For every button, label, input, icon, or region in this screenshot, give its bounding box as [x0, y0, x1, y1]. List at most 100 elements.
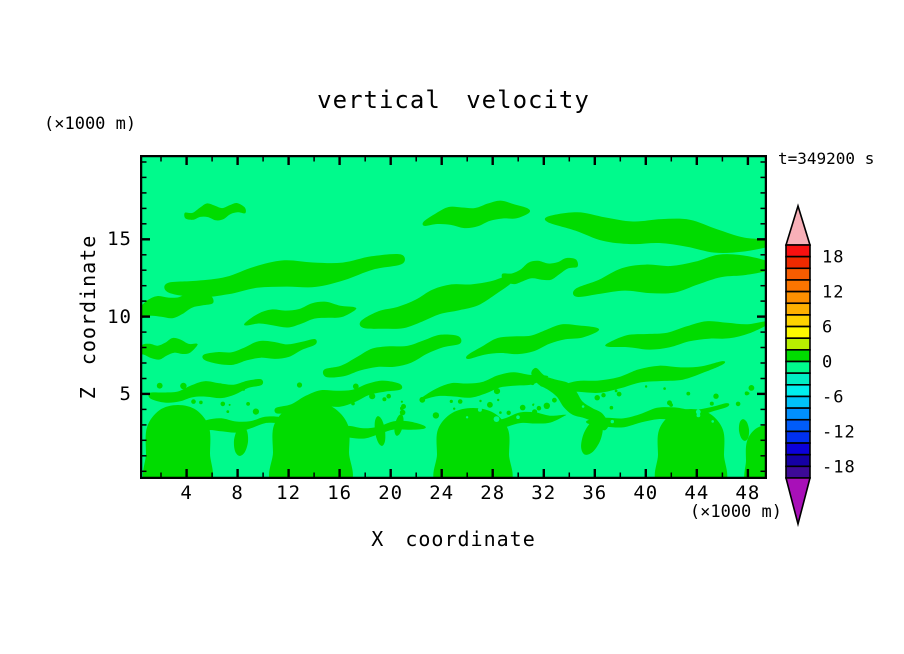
contour-speckle	[400, 400, 403, 403]
contour-speckle	[252, 408, 259, 415]
contour-speckle	[432, 412, 440, 419]
contour-speckle	[181, 396, 185, 401]
contour-speckle-hole	[696, 413, 701, 418]
contour-speckle	[581, 386, 585, 389]
contour-speckle	[217, 383, 223, 389]
contour-speckle	[190, 410, 194, 414]
x-tick-label: 20	[378, 482, 404, 504]
contour-streak	[422, 200, 531, 229]
contour-speckle	[644, 385, 648, 388]
contour-teardrop	[581, 419, 603, 455]
contour-teardrop	[394, 414, 404, 436]
x-tick-label: 32	[531, 482, 557, 504]
colorbar-label: 18	[822, 248, 844, 268]
contour-teardrop	[233, 426, 249, 456]
contour-dome	[744, 425, 766, 478]
contour-speckle	[605, 381, 610, 386]
contour-streak	[605, 321, 766, 350]
colorbar-cell	[785, 314, 811, 328]
contour-speckle-hole	[726, 408, 731, 413]
contour-speckle	[710, 416, 713, 419]
contour-speckle-hole	[610, 419, 614, 424]
contour-speckle	[293, 405, 298, 409]
colorbar-cell	[785, 302, 811, 316]
contour-speckle	[156, 382, 163, 389]
contour-speckle	[333, 400, 336, 402]
y-tick-label: 5	[119, 382, 132, 405]
contour-speckle	[281, 406, 285, 410]
colorbar-label: -12	[822, 422, 856, 442]
colorbar-label: 12	[822, 283, 844, 303]
contour-streak	[244, 301, 357, 328]
contour-speckle-hole	[477, 407, 482, 412]
y-tick-label: 10	[107, 305, 132, 328]
contour-streak	[572, 254, 766, 297]
contour-speckle	[735, 401, 741, 407]
contour-speckle	[400, 406, 404, 411]
contour-dome	[654, 409, 728, 478]
contour-speckle	[246, 402, 250, 406]
contour-speckle-hole	[711, 420, 714, 423]
y-axis-unit-label: (×1000 m)	[44, 114, 137, 134]
contour-speckle	[497, 398, 500, 402]
plot-border	[140, 155, 767, 479]
colorbar-cell	[785, 418, 811, 433]
contour-streak	[202, 338, 317, 365]
contour-speckle	[499, 411, 502, 414]
colorbar-cell	[785, 395, 811, 409]
colorbar-cell	[785, 465, 811, 479]
contour-speckle-hole	[533, 404, 537, 407]
colorbar-cell	[785, 244, 811, 258]
contour-speckle	[744, 391, 749, 396]
contour-speckle-hole	[394, 405, 397, 409]
contour-speckle	[241, 387, 245, 391]
contour-speckle	[399, 409, 406, 416]
contour-speckle	[457, 399, 463, 404]
contour-teardrop	[738, 419, 750, 441]
colorbar-cell	[785, 360, 811, 374]
colorbar-cell	[785, 279, 811, 293]
contour-speckle	[667, 409, 671, 414]
contour-speckle	[490, 404, 493, 407]
contour-speckle	[601, 393, 606, 398]
contour-speckle	[444, 385, 451, 392]
contour-speckle	[382, 397, 387, 402]
colorbar-cell	[785, 384, 811, 398]
colorbar-cell	[785, 325, 811, 340]
contour-speckle	[546, 383, 550, 388]
page-title: vertical velocity	[317, 86, 590, 114]
colorbar-cell	[785, 442, 811, 456]
contour-speckle	[709, 401, 714, 406]
colorbar-cell	[785, 407, 811, 421]
contour-streak	[141, 337, 198, 360]
contour-speckle	[191, 399, 196, 404]
colorbar: 18 12 6 0 -6 -12 -18	[775, 195, 904, 535]
x-tick-label: 16	[327, 482, 353, 504]
contour-speckle-hole	[516, 415, 520, 420]
colorbar-label: -18	[822, 457, 856, 477]
contour-streak	[164, 254, 405, 298]
contour-speckle	[602, 389, 605, 392]
contour-speckle	[220, 401, 226, 407]
contour-streak	[322, 334, 462, 378]
contour-speckle	[713, 393, 719, 399]
contour-speckle	[180, 382, 187, 390]
contour-speckle	[203, 388, 207, 391]
contour-speckle	[663, 387, 666, 390]
contour-speckle	[296, 382, 303, 388]
contour-streak	[465, 324, 600, 360]
contour-speckle	[351, 401, 355, 406]
contour-speckle	[616, 391, 622, 397]
colorbar-label: 0	[822, 353, 833, 373]
contour-streak	[184, 202, 246, 221]
contour-speckle-hole	[465, 416, 469, 419]
contour-speckle	[609, 405, 614, 410]
contour-speckle	[542, 415, 546, 419]
colorbar-cell	[785, 430, 811, 444]
contour-streak	[554, 361, 726, 393]
contour-streak	[148, 379, 264, 403]
colorbar-cell	[785, 267, 811, 281]
contour-speckle	[534, 415, 539, 420]
contour-speckle	[594, 395, 600, 401]
colorbar-under-arrow	[784, 477, 812, 528]
